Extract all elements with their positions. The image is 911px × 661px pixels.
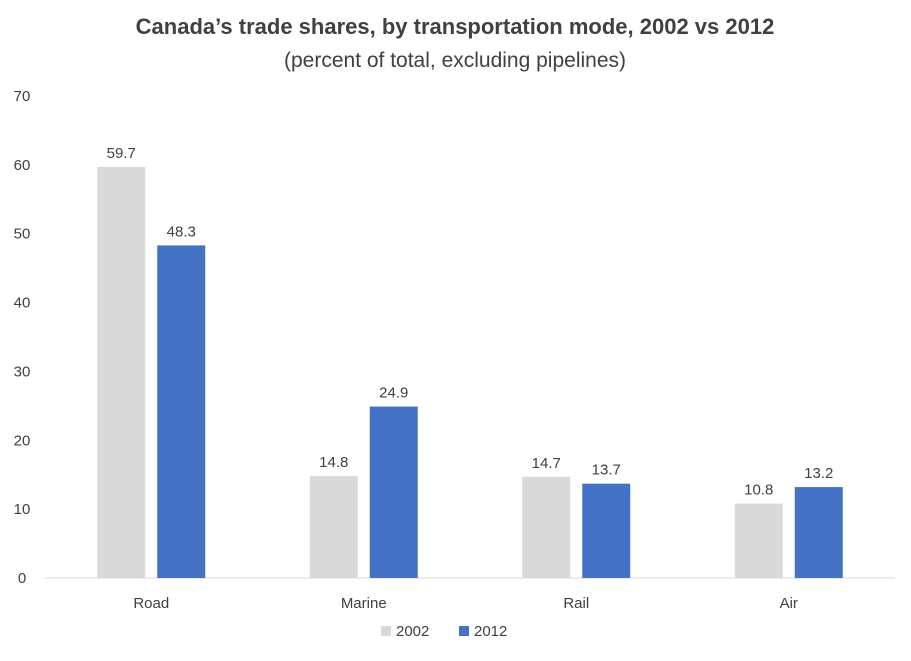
bar-road-2012 [157,245,206,579]
data-label: 59.7 [107,145,136,162]
bar-air-2012 [794,487,843,578]
data-label: 14.7 [532,455,561,472]
x-tick-label: Air [780,595,798,612]
legend-swatch-2012 [459,626,469,636]
chart-title: Canada’s trade shares, by transportation… [136,14,775,39]
bar-rail-2002 [522,476,571,578]
data-label: 13.2 [804,465,833,482]
bar-rail-2012 [582,483,631,578]
y-tick-label: 50 [14,226,31,243]
x-tick-label: Road [133,595,169,612]
y-tick-label: 0 [18,570,26,587]
legend: 2002 2012 [381,623,507,640]
data-label: 24.9 [379,385,408,402]
y-tick-label: 20 [14,432,31,449]
y-tick-label: 40 [14,295,31,312]
legend-label: 2002 [396,623,429,640]
data-label: 10.8 [744,482,773,499]
x-axis: Road Marine Rail Air [45,577,895,612]
data-label: 13.7 [592,462,621,479]
y-tick-label: 60 [14,157,31,174]
bar-road-2002 [97,166,146,578]
bar-air-2002 [734,503,783,578]
legend-label: 2012 [474,623,507,640]
bar-marine-2002 [309,476,358,578]
legend-swatch-2002 [381,626,391,636]
y-tick-label: 70 [14,88,31,105]
y-axis: 0 10 20 30 40 50 60 70 [14,88,31,587]
bar-marine-2012 [369,406,418,578]
x-tick-label: Rail [563,595,589,612]
chart-subtitle: (percent of total, excluding pipelines) [284,49,626,72]
y-tick-label: 10 [14,501,31,518]
data-label: 48.3 [167,223,196,240]
x-tick-label: Marine [341,595,387,612]
y-tick-label: 30 [14,363,31,380]
bars-group: 59.7 48.3 14.8 24.9 14.7 13.7 10.8 13.2 [97,145,843,579]
data-label: 14.8 [319,454,348,471]
